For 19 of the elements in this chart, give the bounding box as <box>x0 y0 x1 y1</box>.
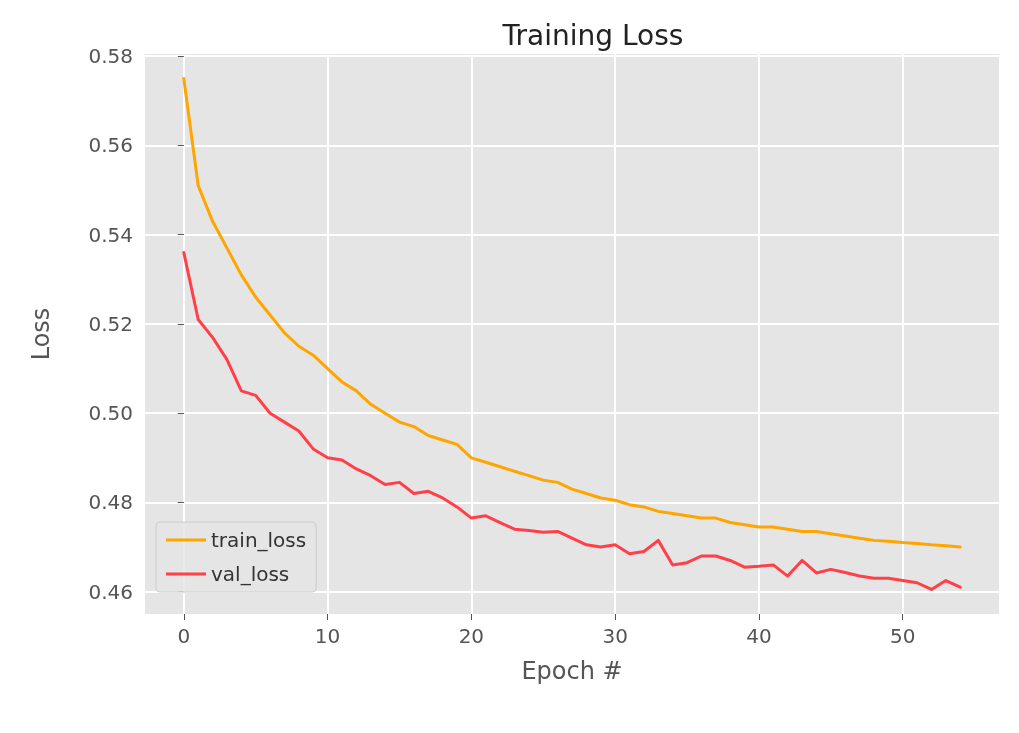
y-tick-label: 0.50 <box>88 401 133 426</box>
x-tick-label: 40 <box>746 624 772 648</box>
x-tick-label: 20 <box>458 624 485 648</box>
y-tick-label: 0.56 <box>88 133 133 158</box>
x-tick-label: 30 <box>602 624 628 648</box>
legend-label: val_loss <box>211 562 290 586</box>
line-series <box>182 251 962 591</box>
x-tick-label: 50 <box>889 624 916 648</box>
y-axis-title: Loss <box>27 307 55 361</box>
y-tick-label: 0.48 <box>88 490 133 515</box>
y-tick-label: 0.52 <box>88 311 133 336</box>
y-tick-label: 0.58 <box>88 44 133 69</box>
y-tick-label: 0.46 <box>88 579 133 604</box>
x-axis-title: Epoch # <box>521 657 623 685</box>
y-tick-label: 0.54 <box>88 222 133 247</box>
x-tick-label: 0 <box>177 624 191 648</box>
chart-title: Training Loss <box>501 18 684 52</box>
legend-label: train_loss <box>211 528 307 552</box>
x-tick-label: 10 <box>314 624 341 648</box>
